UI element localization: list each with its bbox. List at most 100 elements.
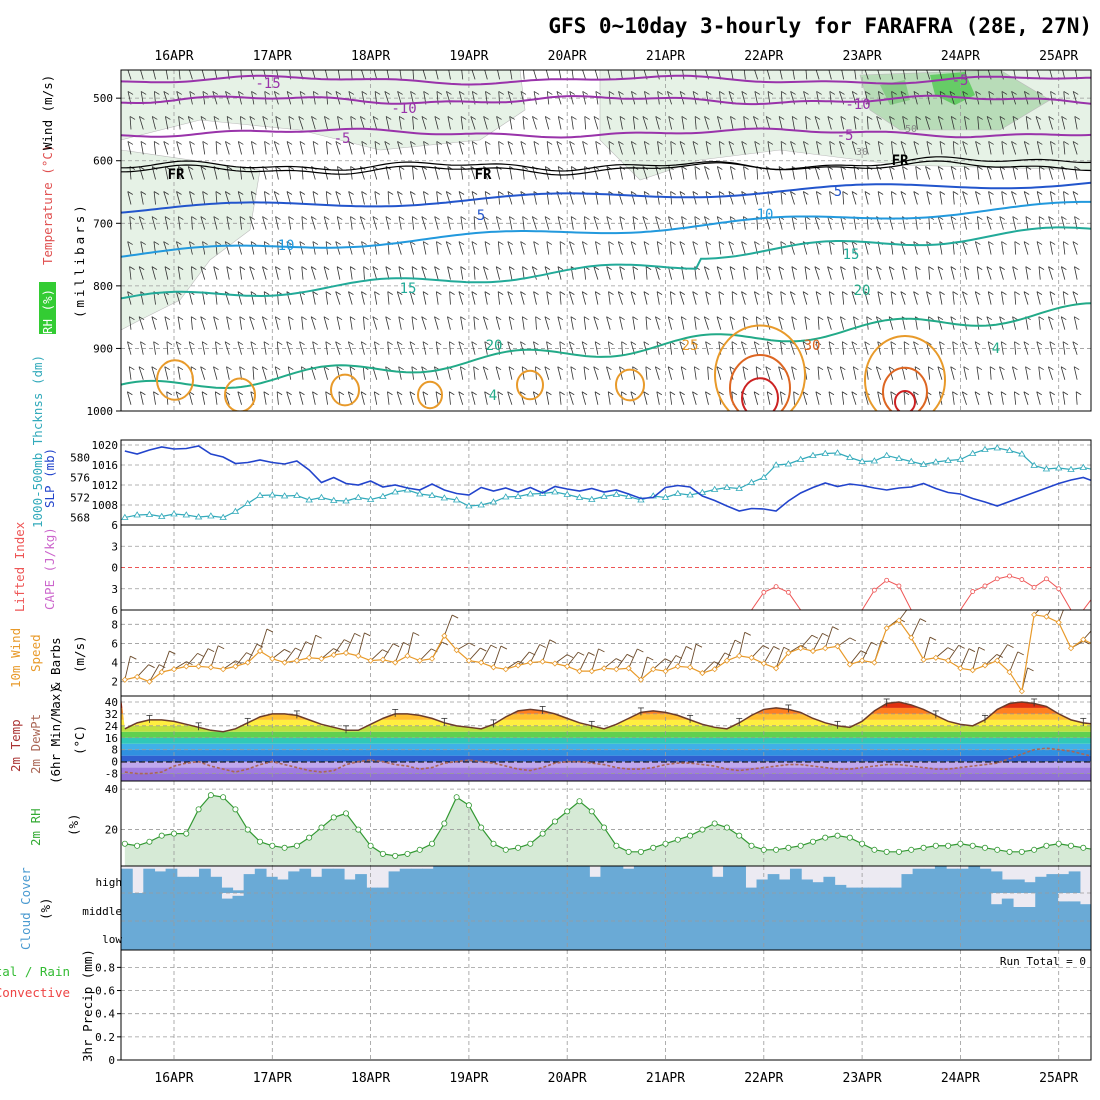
cloud-cell <box>689 866 702 893</box>
thickness-marker <box>661 493 670 500</box>
cloud-cell <box>422 893 434 921</box>
cloud-cell <box>533 866 546 893</box>
date-label-bottom: 22APR <box>744 1071 783 1086</box>
wind10-barb <box>837 637 851 647</box>
cloud-cell <box>466 893 479 921</box>
wind10-barb <box>738 632 746 656</box>
thickness-marker <box>956 455 965 462</box>
precip-tick: 0 <box>108 1054 115 1067</box>
wind10-unit-label: (m/s) <box>72 635 87 673</box>
cloud-cell <box>589 876 602 893</box>
rh-legend-swatch <box>39 282 56 334</box>
cloud-cell <box>678 921 691 950</box>
contour-label: 5 <box>834 184 842 200</box>
cloud-cell <box>1001 879 1014 893</box>
thickness-marker <box>133 511 141 518</box>
rh2m-panel: 20 40 2m RH (%) <box>28 780 1092 867</box>
top-date-axis: 16APR 17APR 18APR 19APR 20APR 21APR 22APR 23APR… <box>154 49 1078 64</box>
cloud-cell <box>332 893 345 921</box>
cloud-cell <box>589 921 602 950</box>
rh2m-marker <box>490 840 497 847</box>
wind10-barb <box>849 650 862 665</box>
thickness-marker <box>833 449 842 456</box>
li-marker <box>994 576 1000 582</box>
wind10-marker <box>600 665 608 672</box>
wind10-marker <box>687 664 694 671</box>
cloud-cell <box>957 921 969 950</box>
wind10-barb <box>591 648 599 672</box>
rh2m-marker <box>379 850 386 857</box>
cloud-cell <box>778 879 791 893</box>
cloud-cell <box>990 904 1003 921</box>
rh2m-marker <box>478 824 485 831</box>
cloud-cell <box>711 876 724 893</box>
wind10-barb <box>149 664 160 682</box>
rh2m-marker <box>1006 848 1013 855</box>
wind10-marker <box>809 648 817 655</box>
wind10-marker <box>773 665 780 672</box>
cloud-cell <box>399 868 412 893</box>
cloud-cell <box>957 868 969 893</box>
thickness-marker <box>588 495 596 502</box>
wind10-barb <box>566 651 579 667</box>
cloud-cell <box>678 866 691 893</box>
cloud-row-high: high <box>96 876 123 889</box>
wind10-marker <box>932 654 939 661</box>
cloud-cell <box>555 921 568 950</box>
rh2m-marker <box>183 830 190 837</box>
wind10-barb <box>579 652 589 672</box>
cloud-cell <box>332 921 345 950</box>
cloud-cell <box>868 921 880 950</box>
wind10-barb <box>1096 628 1100 645</box>
rh2m-marker <box>404 850 411 857</box>
cloud-panel: high middle low Cloud Cover (%) <box>18 865 1092 951</box>
cloud-cell <box>968 893 981 921</box>
wind10-marker <box>711 666 718 673</box>
precip-panel: 0 0.2 0.4 0.6 0.8 Run Total = 0 Total / Rain… <box>0 949 1092 1067</box>
cloud-cell <box>544 921 557 950</box>
contour-label: -10 <box>391 101 416 117</box>
wind10-marker <box>1055 619 1062 626</box>
slp-tick: 1020 <box>92 439 119 452</box>
temperature-contours <box>121 74 1091 411</box>
thickness-marker <box>416 490 424 497</box>
rh2m-marker <box>687 832 694 839</box>
precip-tick: 0.8 <box>95 961 115 974</box>
cloud-cell <box>923 868 936 893</box>
wind10-barb <box>247 643 258 663</box>
wind10-marker <box>207 664 214 671</box>
wind10-barb <box>136 664 149 678</box>
cloud-cell <box>667 866 680 893</box>
thickness-marker <box>821 449 829 456</box>
temperature-series <box>124 701 1091 733</box>
cloud-cell <box>143 893 156 921</box>
cloud-cell <box>500 866 512 893</box>
wind10-barb <box>308 635 317 658</box>
rh2m-marker <box>748 842 755 849</box>
thickness-marker <box>145 510 154 517</box>
cloud-cell <box>355 921 367 950</box>
date-label-top: 25APR <box>1039 49 1078 64</box>
wind10-label-a: 10m Wind <box>8 628 23 688</box>
wind10-marker <box>564 663 571 670</box>
date-label-bottom: 17APR <box>253 1071 292 1086</box>
wind10-marker <box>342 649 350 657</box>
li-marker <box>896 583 902 589</box>
rh2m-marker <box>1055 840 1062 847</box>
rh2m-marker <box>895 848 902 855</box>
cloud-cell <box>845 921 858 950</box>
cloud-cell <box>388 893 401 921</box>
cloud-cell <box>1068 901 1081 921</box>
wind10-barb <box>321 648 334 660</box>
wind10-marker <box>650 666 657 673</box>
thickness-marker <box>993 444 1001 451</box>
wind10-marker <box>441 632 448 639</box>
date-label-bottom: 16APR <box>154 1071 193 1086</box>
cloud-cell <box>923 893 936 921</box>
thickness-marker <box>1079 463 1087 470</box>
rh2m-marker <box>920 844 927 851</box>
wind10-barb <box>763 646 775 664</box>
rh2m-marker <box>564 808 571 815</box>
contour-label: -5 <box>952 73 969 89</box>
cloud-cell <box>756 921 769 950</box>
